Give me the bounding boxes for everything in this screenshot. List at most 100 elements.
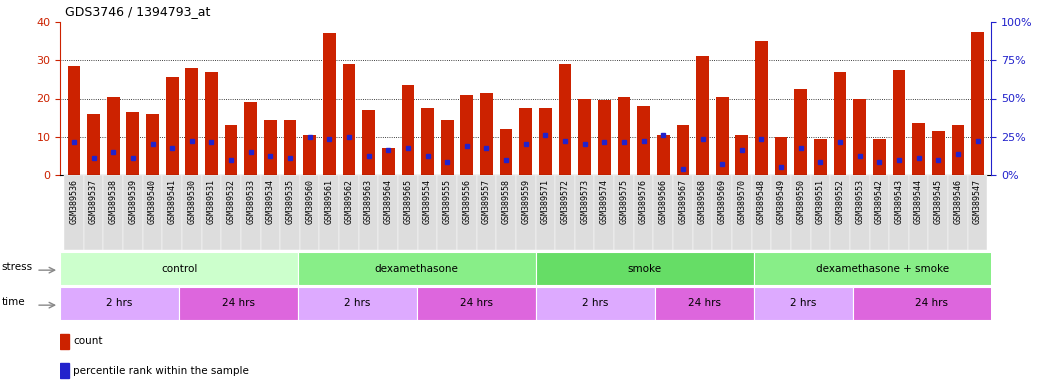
Text: 24 hrs: 24 hrs (222, 298, 255, 308)
Bar (107, 97, 119, 175)
Bar (536, 252, 754, 285)
Bar (852, 287, 1011, 320)
Text: GSM389560: GSM389560 (305, 179, 315, 224)
Bar (555, 175, 575, 250)
Text: GSM389564: GSM389564 (384, 179, 392, 224)
Bar (692, 175, 712, 250)
Bar (655, 287, 754, 320)
Text: GSM389573: GSM389573 (580, 179, 590, 224)
Bar (637, 106, 650, 175)
Bar (437, 175, 457, 250)
Text: 24 hrs: 24 hrs (916, 298, 949, 308)
Bar (142, 175, 162, 250)
Text: GSM389550: GSM389550 (796, 179, 805, 224)
Bar (890, 175, 909, 250)
Bar (60, 363, 69, 378)
Bar (575, 175, 595, 250)
Text: GDS3746 / 1394793_at: GDS3746 / 1394793_at (65, 5, 211, 18)
Bar (870, 175, 890, 250)
Bar (814, 139, 827, 175)
Bar (87, 114, 100, 175)
Bar (244, 102, 257, 175)
Bar (499, 129, 513, 175)
Bar (303, 135, 316, 175)
Bar (657, 135, 670, 175)
Bar (166, 78, 179, 175)
Bar (104, 175, 124, 250)
Bar (382, 148, 394, 175)
Bar (774, 137, 788, 175)
Bar (457, 175, 476, 250)
Text: 24 hrs: 24 hrs (687, 298, 720, 308)
Bar (481, 93, 493, 175)
Bar (928, 175, 948, 250)
Bar (912, 123, 925, 175)
Bar (830, 175, 850, 250)
Bar (558, 64, 571, 175)
Bar (578, 99, 591, 175)
Text: 2 hrs: 2 hrs (790, 298, 816, 308)
Bar (421, 108, 434, 175)
Bar (755, 41, 768, 175)
Bar (441, 119, 454, 175)
Bar (873, 139, 885, 175)
Bar (339, 175, 359, 250)
Bar (67, 66, 80, 175)
Bar (124, 175, 142, 250)
Bar (64, 175, 84, 250)
Bar (794, 89, 808, 175)
Bar (206, 72, 218, 175)
Bar (791, 175, 811, 250)
Bar (893, 70, 905, 175)
Text: GSM389543: GSM389543 (895, 179, 903, 224)
Bar (461, 95, 473, 175)
Text: GSM389561: GSM389561 (325, 179, 334, 224)
Bar (618, 97, 630, 175)
Text: GSM389565: GSM389565 (404, 179, 412, 224)
Text: 2 hrs: 2 hrs (107, 298, 133, 308)
Bar (516, 175, 536, 250)
Text: GSM389544: GSM389544 (914, 179, 923, 224)
Text: time: time (1, 297, 25, 307)
Text: GSM389541: GSM389541 (168, 179, 176, 224)
Bar (754, 252, 1011, 285)
Text: GSM389566: GSM389566 (659, 179, 667, 224)
Text: GSM389534: GSM389534 (266, 179, 275, 224)
Text: control: control (161, 263, 197, 273)
Bar (732, 175, 752, 250)
Bar (60, 252, 298, 285)
Text: GSM389575: GSM389575 (620, 179, 628, 224)
Text: GSM389571: GSM389571 (541, 179, 550, 224)
Bar (476, 175, 496, 250)
Bar (496, 175, 516, 250)
Bar (850, 175, 870, 250)
Bar (716, 97, 729, 175)
Bar (201, 175, 221, 250)
Bar (948, 175, 967, 250)
Text: GSM389558: GSM389558 (501, 179, 511, 224)
Text: GSM389570: GSM389570 (737, 179, 746, 224)
Bar (853, 99, 866, 175)
Bar (834, 72, 846, 175)
Bar (398, 175, 417, 250)
Bar (595, 175, 614, 250)
Bar (402, 85, 414, 175)
Text: GSM389533: GSM389533 (246, 179, 255, 224)
Text: GSM389546: GSM389546 (953, 179, 962, 224)
Bar (972, 31, 984, 175)
Text: GSM389551: GSM389551 (816, 179, 825, 224)
Text: smoke: smoke (628, 263, 661, 273)
Text: GSM389567: GSM389567 (679, 179, 687, 224)
Bar (654, 175, 673, 250)
Bar (736, 135, 748, 175)
Text: GSM389556: GSM389556 (462, 179, 471, 224)
Text: GSM389574: GSM389574 (600, 179, 609, 224)
Text: GSM389540: GSM389540 (148, 179, 157, 224)
Bar (323, 33, 335, 175)
Bar (280, 175, 300, 250)
Text: GSM389538: GSM389538 (109, 179, 117, 224)
Bar (771, 175, 791, 250)
Bar (60, 334, 69, 349)
Bar (673, 175, 692, 250)
Bar (967, 175, 987, 250)
